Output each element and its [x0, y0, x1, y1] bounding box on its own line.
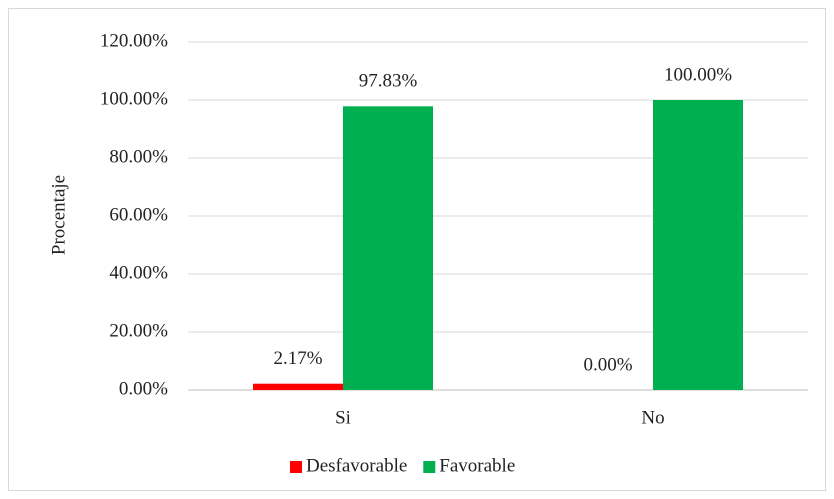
- x-tick-label: No: [641, 407, 664, 428]
- bar: [653, 100, 743, 390]
- y-tick-label: 20.00%: [109, 320, 168, 341]
- y-tick-label: 60.00%: [109, 204, 168, 225]
- legend-swatch: [423, 461, 436, 473]
- bar: [343, 106, 433, 390]
- y-tick-label: 100.00%: [100, 88, 168, 109]
- value-label: 97.83%: [359, 71, 418, 92]
- legend-label: Desfavorable: [306, 455, 407, 476]
- y-tick-label: 0.00%: [119, 378, 168, 399]
- value-label: 100.00%: [664, 64, 732, 85]
- y-axis-label: Procentaje: [48, 175, 69, 255]
- y-tick-label: 40.00%: [109, 262, 168, 283]
- value-label: 0.00%: [583, 354, 632, 375]
- y-tick-label: 120.00%: [100, 30, 168, 51]
- y-tick-label: 80.00%: [109, 146, 168, 167]
- x-tick-label: Si: [335, 407, 351, 428]
- legend-swatch: [290, 461, 302, 473]
- bar: [253, 383, 343, 390]
- value-label: 2.17%: [273, 348, 322, 369]
- legend-label: Favorable: [439, 455, 515, 476]
